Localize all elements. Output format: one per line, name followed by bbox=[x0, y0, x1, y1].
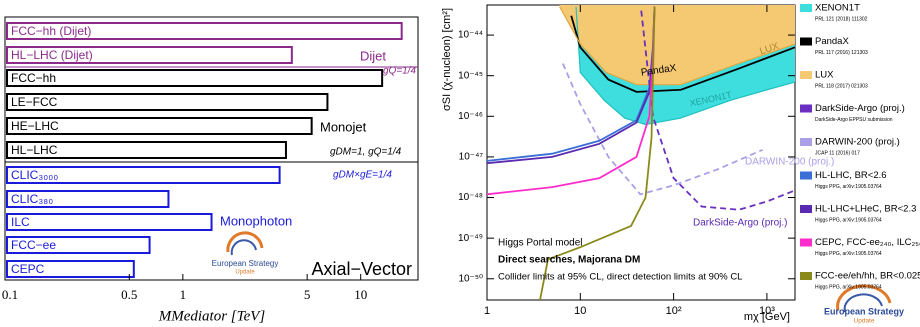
legend-label: DARWIN-200 (proj.) bbox=[815, 137, 900, 148]
x-axis-label: mχ [GeV] bbox=[744, 311, 790, 323]
bar bbox=[6, 260, 135, 278]
x-tick-label: 10² bbox=[666, 305, 682, 317]
x-tick-label: 0.5 bbox=[121, 287, 137, 302]
annotation: Dijet bbox=[360, 48, 386, 63]
bar-label: FCC−ee bbox=[11, 238, 56, 252]
bar bbox=[6, 46, 293, 64]
y-tick-label: 10⁻⁴⁶ bbox=[458, 111, 483, 122]
annotation: gDM=1, gQ=1/4 bbox=[330, 147, 402, 158]
legend-ref: JCAP 11 (2016) 017 bbox=[815, 150, 860, 156]
y-tick-label: 10⁻⁵⁰ bbox=[458, 273, 483, 284]
left-frame bbox=[4, 16, 419, 281]
y-tick-label: 10⁻⁴⁷ bbox=[459, 152, 484, 163]
bar-label: HL−LHC bbox=[11, 143, 58, 157]
x-tick-label: 5 bbox=[304, 287, 311, 302]
legend-swatch bbox=[800, 272, 812, 280]
annotation: Axial−Vector bbox=[311, 259, 412, 279]
bar-label: LE−FCC bbox=[11, 95, 58, 109]
legend-ref: Higgs PPG, arXiv:1905.03764 bbox=[815, 184, 882, 190]
legend-label: PandaX bbox=[815, 36, 849, 47]
legend-ref: DarkSide-Argo EPPSU submission bbox=[815, 117, 893, 123]
plot-area bbox=[487, 5, 795, 300]
legend-ref: PRL 118 (2017) 021303 bbox=[815, 83, 868, 89]
legend-swatch bbox=[800, 37, 812, 46]
logo-text: European Strategy bbox=[212, 259, 279, 268]
y-tick-label: 10⁻⁴⁹ bbox=[458, 233, 483, 244]
legend-label: XENON1T bbox=[815, 3, 860, 14]
legend-swatch bbox=[800, 71, 812, 79]
bar bbox=[6, 190, 170, 208]
legend-label: HL-LHC+LHeC, BR<2.3 bbox=[815, 204, 916, 215]
bar-label: FCC−hh (Dijet) bbox=[11, 24, 91, 38]
logo-swirl bbox=[836, 284, 892, 311]
logo-swirl bbox=[843, 293, 883, 313]
bar-label: CLIC₃₈₀ bbox=[11, 192, 53, 206]
logo-swirl bbox=[230, 239, 257, 256]
y-tick-label: 10⁻⁴⁴ bbox=[458, 30, 483, 41]
bar-label: HL−LHC (Dijet) bbox=[11, 48, 93, 62]
bar bbox=[6, 141, 287, 159]
annotation: Monojet bbox=[320, 119, 367, 134]
bar-label: HE−LHC bbox=[11, 119, 59, 133]
series-line bbox=[562, 63, 764, 196]
x-tick-label: 10 bbox=[354, 287, 367, 302]
annotation: Collider limits at 95% CL, direct detect… bbox=[498, 272, 742, 283]
bar bbox=[6, 93, 329, 111]
legend-label: HL-LHC, BR<2.6 bbox=[815, 170, 887, 181]
legend-ref: Higgs PPG, arXiv:1905.03764 bbox=[815, 251, 882, 257]
y-tick-label: 10⁻⁴⁸ bbox=[458, 192, 483, 203]
series-line bbox=[539, 6, 656, 300]
series-line bbox=[559, 6, 795, 86]
bar bbox=[6, 236, 151, 254]
area-fill bbox=[559, 5, 795, 85]
bar bbox=[6, 166, 281, 184]
bar bbox=[6, 69, 384, 87]
chart-layer: FCC−hh (Dijet) HL−LHC (Dijet) FCC−hh LE−FCC… bbox=[2, 3, 920, 325]
annotation: gQ=1/4 bbox=[383, 66, 417, 77]
annotation: PandaX bbox=[640, 63, 677, 79]
legend-ref: PRL 121 (2018) 111302 bbox=[815, 16, 868, 22]
bar-label: CEPC bbox=[11, 262, 45, 276]
legend-swatch bbox=[800, 104, 812, 113]
series-line bbox=[570, 15, 795, 93]
legend-ref: Higgs PPG, arXiv:1905.03764 bbox=[815, 217, 882, 223]
bar bbox=[6, 117, 313, 135]
legend-ref: PRL 117 (2016) 121303 bbox=[815, 50, 868, 56]
x-tick-label: 0.1 bbox=[2, 287, 18, 302]
legend-swatch bbox=[800, 138, 812, 146]
y-tick-label: 10⁻⁴⁵ bbox=[458, 70, 483, 81]
bar-label: FCC−hh bbox=[11, 71, 56, 85]
legend-swatch bbox=[800, 4, 812, 12]
x-tick-label: 10³ bbox=[759, 305, 775, 317]
annotation: Higgs Portal model bbox=[498, 238, 582, 249]
legend-swatch bbox=[800, 171, 812, 180]
logo-swirl bbox=[226, 231, 264, 253]
x-tick-label: 1 bbox=[180, 287, 187, 302]
legend-swatch bbox=[800, 238, 812, 247]
legend-swatch bbox=[800, 205, 812, 213]
y-axis-label: σSI (χ-nucleon) [cm²] bbox=[441, 8, 453, 111]
x-axis-label: MMediator [TeV] bbox=[158, 308, 266, 324]
annotation: Direct searches, Majorana DM bbox=[498, 255, 640, 266]
legend-label: LUX bbox=[815, 70, 834, 81]
annotation: DARWIN-200 (proj.) bbox=[745, 157, 834, 168]
series-line bbox=[640, 10, 795, 211]
bar-label: ILC bbox=[11, 215, 30, 229]
legend-label: CEPC, FCC-ee₂₄₀, ILC₂₅₀: BR<0.3% bbox=[815, 237, 920, 248]
logo-text: Update bbox=[235, 270, 255, 276]
logo-text: Update bbox=[854, 318, 875, 325]
bar-label: CLIC₃₀₀₀ bbox=[11, 168, 58, 182]
bar bbox=[6, 22, 403, 40]
annotation: Monophoton bbox=[220, 213, 292, 228]
x-tick-label: 10 bbox=[574, 305, 586, 317]
annotation: DarkSide-Argo (proj.) bbox=[693, 218, 787, 229]
logo-text: European Strategy bbox=[824, 306, 904, 316]
legend-label: FCC-ee/eh/hh, BR<0.025 bbox=[815, 271, 920, 282]
annotation: gDM×gE=1/4 bbox=[333, 170, 392, 181]
x-tick-label: 1 bbox=[484, 305, 490, 317]
legend-label: DarkSide-Argo (proj.) bbox=[815, 103, 905, 114]
bar bbox=[6, 213, 213, 231]
legend-ref: Higgs PPG, arXiv:1905.03764 bbox=[815, 284, 882, 290]
